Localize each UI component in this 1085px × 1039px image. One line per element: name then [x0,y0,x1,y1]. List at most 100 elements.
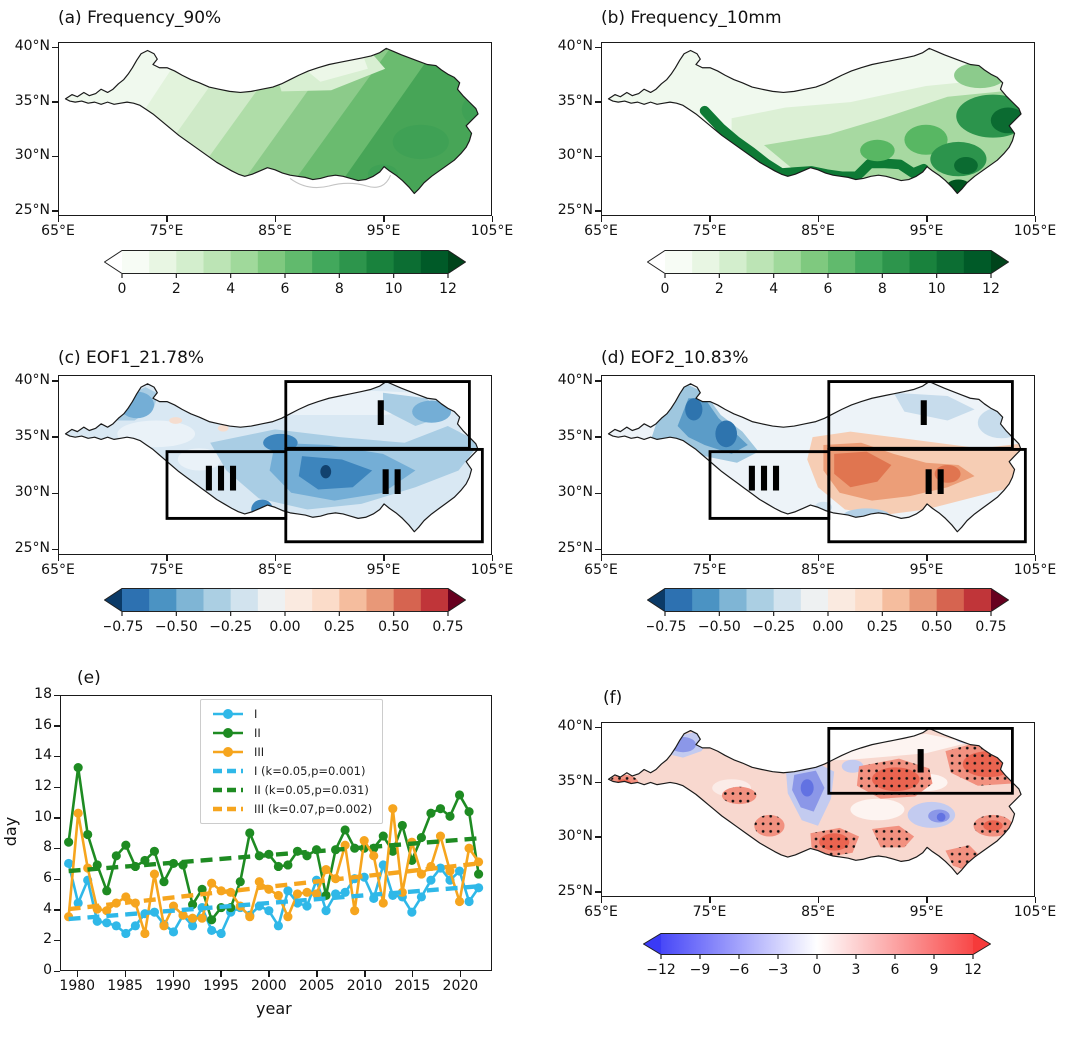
colorbar-tick-label: 0.00 [269,619,300,635]
colorbar-tick-label: −3 [768,962,789,978]
colorbar-tick-label: 6 [281,281,290,297]
panel-c-title: (c) EOF1_21.78% [58,348,205,368]
country-border-line [289,175,392,189]
significance-stippling [856,758,933,799]
series-marker-III [178,910,188,920]
series-marker-III [187,913,198,923]
panel-f-map: I [607,727,1022,875]
colorbar-tick-label: 2 [715,281,724,297]
x-axis-tick-label: 105°E [470,223,514,239]
y-tick-mark [54,786,60,788]
x-axis-tick-label: 2010 [346,978,383,994]
x-tick-mark [220,971,222,977]
colorbar-tick-label: 6 [891,962,900,978]
y-axis-tick-label: 30°N [14,484,50,501]
panel-d-plot-area: I II III [601,375,1035,555]
series-marker-III [168,901,179,911]
series-marker-I [168,927,179,937]
colorbar-a: 0 2 4 6 8 10 12 [103,250,467,297]
legend-swatch-dash [213,768,243,774]
y-tick-mark [54,755,60,758]
y-axis-tick-label: 0 [43,962,52,978]
colorbar-tick-label: 9 [930,962,939,978]
series-marker-II [73,762,83,773]
x-tick-mark [817,897,819,903]
panel-c-colorbar: −0.75 −0.50 −0.25 0.00 0.25 0.50 0.75 [101,588,467,642]
colorbar-tick-label: 0 [661,281,670,297]
series-marker-II [111,851,121,861]
contour-fill [934,465,961,483]
series-marker-II [197,884,207,894]
colorbar-tick-label: −0.50 [155,619,198,635]
significance-stippling [872,825,915,848]
series-marker-I [454,866,465,876]
colorbar-tick-label: 8 [335,281,344,297]
y-tick-mark [595,436,601,438]
legend-item-trend-I: I (k=0.05,p=0.001) [211,763,372,779]
region-label-III: III [746,459,782,499]
contour-fill [954,156,978,175]
contour-fill [119,391,155,419]
y-axis-tick-label: 6 [43,870,52,886]
x-axis-tick-label: 75°E [149,223,184,239]
y-tick-mark [54,970,60,972]
series-marker-III [283,912,293,922]
colorbar-tick-label: 0.75 [432,619,463,635]
y-tick-mark [595,210,601,212]
contour-fill [117,420,196,448]
series-marker-I [207,925,217,935]
panel-a-plot-area [58,42,492,216]
region-label-I: I [915,743,927,781]
colorbar-tick-label: 0.50 [921,619,952,635]
panel-e-xlabel: year [256,999,292,1018]
series-marker-III [359,836,369,846]
y-axis-tick-label: 35°N [557,773,593,790]
series-marker-I [416,892,426,902]
x-axis-tick-label: 105°E [470,562,514,578]
series-marker-I [216,928,226,939]
y-tick-mark [595,101,601,103]
colorbar-tick-label: −0.25 [752,619,795,635]
series-marker-I [73,898,83,908]
x-axis-tick-label: 1990 [155,978,191,994]
x-tick-mark [411,971,414,977]
x-tick-mark [57,555,59,561]
series-marker-III [197,913,207,923]
series-marker-II [474,869,484,879]
contour-fill [977,407,1022,439]
colorbar-tick-label: −0.75 [647,619,686,635]
y-tick-mark [54,694,60,696]
colorbar-tick-label: 10 [928,281,946,297]
contour-fill [412,400,452,423]
x-tick-mark [166,555,168,561]
plateau-outline [64,380,479,533]
series-marker-II [187,899,198,910]
x-tick-mark [709,555,711,561]
contour-fill [834,451,892,488]
colorbar-tick-label: 4 [226,281,235,297]
x-axis-tick-label: 105°E [1013,904,1057,920]
legend-item-II: II [211,725,372,741]
region-label-I: I [918,393,930,433]
y-axis-tick-label: 40°N [14,371,50,388]
x-tick-mark [1034,555,1036,561]
x-tick-mark [383,555,385,561]
significance-stippling [721,786,757,805]
x-axis-tick-label: 95°E [909,904,944,920]
series-line-III [67,807,480,935]
plateau-outline [64,47,479,195]
legend-label: II (k=0.05,p=0.031) [254,783,369,797]
y-axis-tick-label: 30°N [557,147,593,164]
y-axis-tick-label: 16 [34,716,52,733]
legend-swatch-dash [213,787,243,793]
colorbar-tick-label: −6 [729,962,750,978]
contour-fill [120,392,132,400]
colorbar-tick-label: 0.50 [378,619,409,635]
series-marker-III [292,889,303,899]
panel-b-title: (b) Frequency_10mm [601,8,782,28]
contour-fill [320,465,332,479]
x-axis-tick-label: 2015 [394,978,431,994]
series-marker-III [311,889,322,899]
series-marker-I [64,858,74,869]
